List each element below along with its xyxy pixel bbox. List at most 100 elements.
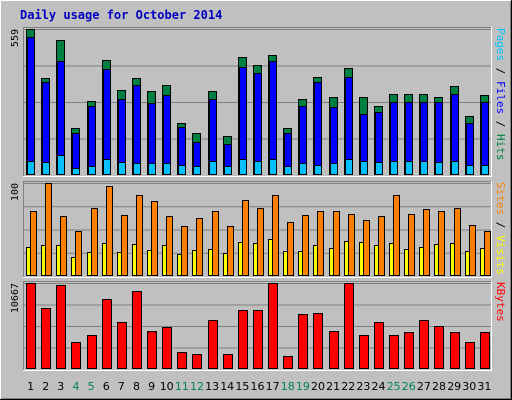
bar-sites-day-30 bbox=[469, 225, 476, 276]
x-tick-day-30: 30 bbox=[462, 380, 476, 393]
bar-pages-day-1 bbox=[27, 161, 35, 175]
x-tick-day-11: 11 bbox=[175, 380, 189, 393]
y-axis-title-part: / bbox=[494, 61, 507, 81]
bar-visits-day-9 bbox=[147, 250, 152, 276]
bar-files-day-17 bbox=[269, 61, 277, 175]
bar-visits-day-7 bbox=[117, 252, 122, 276]
bar-pages-day-26 bbox=[405, 161, 413, 175]
bar-visits-day-22 bbox=[344, 241, 349, 276]
bar-pages-day-18 bbox=[284, 166, 292, 175]
bar-kbytes-day-16 bbox=[253, 310, 263, 369]
x-tick-day-12: 12 bbox=[190, 380, 204, 393]
bar-visits-day-25 bbox=[389, 243, 394, 276]
x-tick-day-14: 14 bbox=[220, 380, 234, 393]
x-tick-day-10: 10 bbox=[160, 380, 174, 393]
x-tick-day-16: 16 bbox=[251, 380, 265, 393]
bar-pages-day-22 bbox=[345, 159, 353, 175]
bar-pages-day-24 bbox=[375, 162, 383, 175]
bar-files-day-2 bbox=[42, 82, 50, 175]
bar-kbytes-day-2 bbox=[41, 308, 51, 369]
y-axis-title-part: / bbox=[494, 215, 507, 235]
bar-files-day-8 bbox=[133, 85, 141, 175]
bar-sites-day-7 bbox=[121, 215, 128, 276]
bar-kbytes-day-12 bbox=[192, 354, 202, 369]
bar-sites-day-1 bbox=[30, 211, 37, 276]
bar-kbytes-day-31 bbox=[480, 332, 490, 369]
bar-visits-day-23 bbox=[359, 242, 364, 276]
y-max-label-bottom: 10667 bbox=[10, 283, 21, 313]
panel-top: 559 Pages / Files / Hits bbox=[10, 27, 507, 177]
bar-kbytes-day-9 bbox=[147, 331, 157, 369]
bar-pages-day-8 bbox=[133, 163, 141, 175]
bar-sites-day-20 bbox=[317, 211, 324, 276]
bar-kbytes-day-10 bbox=[162, 327, 172, 369]
bar-sites-day-27 bbox=[423, 209, 430, 276]
bar-pages-day-21 bbox=[330, 163, 338, 175]
bar-sites-day-3 bbox=[60, 216, 67, 276]
bar-visits-day-10 bbox=[162, 245, 167, 276]
bar-sites-day-14 bbox=[227, 226, 234, 276]
bar-sites-day-26 bbox=[408, 214, 415, 276]
bar-visits-day-13 bbox=[208, 249, 213, 276]
bar-pages-day-15 bbox=[239, 159, 247, 175]
y-axis-title-part: KBytes bbox=[494, 282, 507, 322]
bar-visits-day-2 bbox=[41, 245, 46, 276]
bar-pages-day-30 bbox=[466, 165, 474, 175]
bar-sites-day-23 bbox=[363, 220, 370, 276]
bar-pages-day-19 bbox=[299, 163, 307, 175]
y-max-label-middle: 100 bbox=[10, 183, 21, 201]
bar-pages-day-31 bbox=[481, 165, 489, 175]
bar-kbytes-day-1 bbox=[26, 283, 36, 369]
bar-kbytes-day-6 bbox=[102, 299, 112, 369]
bar-visits-day-31 bbox=[480, 248, 485, 276]
bar-kbytes-day-23 bbox=[359, 335, 369, 369]
x-tick-day-3: 3 bbox=[57, 380, 64, 393]
bar-sites-day-15 bbox=[242, 200, 249, 276]
bar-sites-day-24 bbox=[378, 216, 385, 276]
y-max-label-top: 559 bbox=[10, 29, 21, 47]
bar-kbytes-day-7 bbox=[117, 322, 127, 369]
bar-pages-day-28 bbox=[435, 162, 443, 175]
bar-sites-day-21 bbox=[333, 211, 340, 276]
y-axis-title-part: Pages bbox=[494, 28, 507, 61]
bar-sites-day-5 bbox=[91, 208, 98, 276]
x-tick-day-2: 2 bbox=[42, 380, 49, 393]
bar-sites-day-25 bbox=[393, 195, 400, 276]
x-tick-day-9: 9 bbox=[148, 380, 155, 393]
bar-pages-day-5 bbox=[88, 166, 96, 175]
bar-visits-day-12 bbox=[192, 250, 197, 276]
x-tick-day-5: 5 bbox=[88, 380, 95, 393]
bar-visits-day-4 bbox=[71, 257, 76, 276]
bar-visits-day-8 bbox=[132, 244, 137, 276]
x-tick-day-18: 18 bbox=[281, 380, 295, 393]
x-tick-day-4: 4 bbox=[73, 380, 80, 393]
bar-kbytes-day-15 bbox=[238, 310, 248, 369]
bar-visits-day-17 bbox=[268, 239, 273, 276]
bar-visits-day-20 bbox=[313, 245, 318, 276]
bar-pages-day-2 bbox=[42, 162, 50, 175]
bar-visits-day-21 bbox=[329, 248, 334, 276]
bar-visits-day-19 bbox=[298, 251, 303, 276]
bar-kbytes-day-13 bbox=[208, 320, 218, 369]
bar-pages-day-6 bbox=[103, 159, 111, 175]
chart-title: Daily usage for October 2014 bbox=[20, 8, 222, 22]
bar-sites-day-28 bbox=[438, 211, 445, 276]
y-axis-title-middle: Sites / Visits bbox=[494, 182, 507, 275]
bar-sites-day-10 bbox=[166, 216, 173, 276]
bar-pages-day-11 bbox=[178, 165, 186, 175]
bar-visits-day-29 bbox=[450, 243, 455, 276]
bar-pages-day-12 bbox=[193, 166, 201, 175]
bar-visits-day-30 bbox=[465, 251, 470, 276]
bar-sites-day-6 bbox=[106, 186, 113, 276]
x-tick-day-15: 15 bbox=[235, 380, 249, 393]
x-axis-labels: 1 2 3 4 5 6 7 8 9 10 11 12 13 14 15 16 17 18 19 20 21 22 23 24 2… bbox=[27, 380, 491, 393]
bar-sites-day-12 bbox=[196, 218, 203, 276]
bar-kbytes-day-11 bbox=[177, 352, 187, 369]
bar-kbytes-day-24 bbox=[374, 322, 384, 369]
bar-kbytes-day-29 bbox=[450, 332, 460, 369]
x-tick-day-17: 17 bbox=[266, 380, 280, 393]
x-tick-day-6: 6 bbox=[103, 380, 110, 393]
y-axis-title-part: Files bbox=[494, 81, 507, 114]
panel-middle: 100 Sites / Visits bbox=[10, 181, 507, 278]
x-tick-day-8: 8 bbox=[133, 380, 140, 393]
